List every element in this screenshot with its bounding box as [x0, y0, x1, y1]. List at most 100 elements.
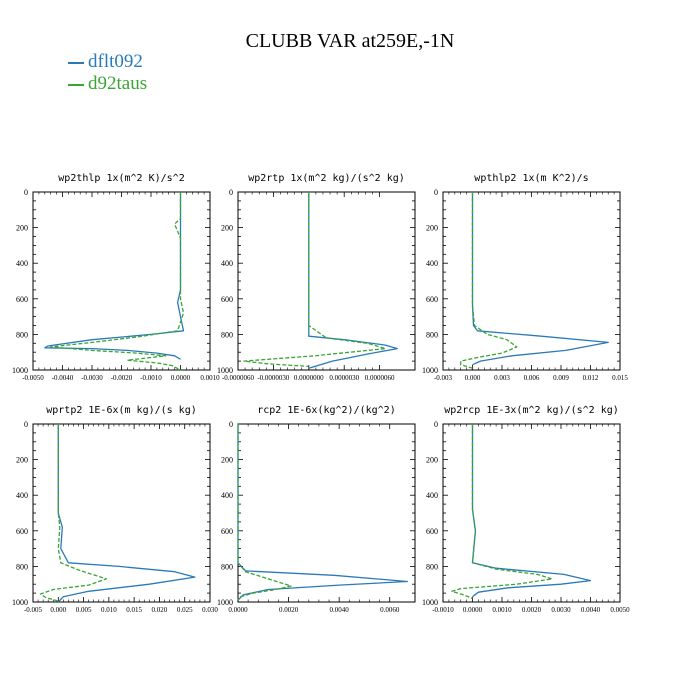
- chart-panel: wpthlp2 1x(m K^2)/s 0 200 400 600 800 1000-0.0…: [422, 173, 628, 382]
- x-tick-label: 0.0020: [279, 606, 299, 614]
- plot-frame: [442, 191, 621, 371]
- y-tick-label: 200: [426, 456, 438, 465]
- y-tick-label: 0: [24, 420, 28, 429]
- y-tick-label: 200: [16, 456, 28, 465]
- series-line-d92taus: [451, 424, 553, 600]
- chart-title: rcp2 1E-6x(kg^2)/(kg^2): [257, 405, 395, 416]
- x-tick-label: 0.0040: [581, 606, 601, 614]
- y-tick-label: 800: [221, 330, 233, 339]
- y-tick-label: 1000: [422, 598, 438, 607]
- series-line-dflt092: [237, 424, 409, 601]
- x-tick-label: -0.0000060: [222, 374, 255, 382]
- y-tick-label: 800: [16, 330, 28, 339]
- x-tick-label: 0.010: [101, 606, 117, 614]
- x-tick-label: -0.005: [24, 606, 43, 614]
- x-tick-label: -0.0000030: [257, 374, 290, 382]
- series-line-dflt092: [44, 192, 185, 360]
- x-tick-label: 0.006: [524, 374, 540, 382]
- x-tick-label: 0.0000030: [329, 374, 359, 382]
- y-tick-label: 400: [16, 491, 28, 500]
- y-tick-label: 600: [16, 527, 28, 536]
- y-tick-label: 400: [426, 491, 438, 500]
- series-line-dflt092: [471, 424, 592, 598]
- x-tick-label: 0.003: [494, 374, 510, 382]
- chart-title: wp2rtp 1x(m^2 kg)/(s^2 kg): [248, 173, 405, 184]
- x-tick-label: 0.005: [76, 606, 92, 614]
- x-tick-label: -0.0040: [52, 374, 74, 382]
- series-line-dflt092: [471, 192, 609, 366]
- series-line-d92taus: [243, 192, 387, 368]
- x-tick-label: 0.0010: [492, 606, 512, 614]
- y-tick-label: 600: [221, 527, 233, 536]
- x-tick-label: 0.0000060: [365, 374, 395, 382]
- chart-panel: wp2rtp 1x(m^2 kg)/(s^2 kg) 0 200 400 600 800 1…: [217, 173, 416, 382]
- x-tick-label: -0.0030: [81, 374, 103, 382]
- y-tick-label: 0: [229, 420, 233, 429]
- y-tick-label: 800: [426, 562, 438, 571]
- y-tick-label: 1000: [422, 366, 438, 375]
- chart-title: wprtp2 1E-6x(m kg)/(s kg): [46, 405, 197, 416]
- chart-panel: wprtp2 1E-6x(m kg)/(s kg) 0 200 400 600 800 10…: [12, 405, 218, 614]
- series-line-d92taus: [39, 424, 107, 602]
- chart-panel: rcp2 1E-6x(kg^2)/(kg^2) 0 200 400 600 800 1000…: [217, 405, 416, 614]
- x-tick-label: 0.020: [152, 606, 168, 614]
- y-tick-label: 200: [221, 224, 233, 233]
- y-tick-label: 400: [221, 491, 233, 500]
- y-tick-label: 600: [426, 295, 438, 304]
- series-line-d92taus: [50, 192, 185, 371]
- x-tick-label: 0.030: [202, 606, 218, 614]
- plot-frame: [237, 191, 416, 371]
- chart-panel: wp2thlp 1x(m^2 K)/s^202004006008001000-0…: [12, 173, 220, 382]
- y-tick-label: 800: [221, 562, 233, 571]
- legend-label: d92taus: [88, 73, 148, 94]
- x-tick-label: -0.0010: [432, 606, 454, 614]
- legend-label: dflt092: [88, 51, 143, 72]
- x-tick-label: 0.012: [583, 374, 599, 382]
- y-tick-label: 0: [229, 188, 233, 197]
- y-tick-label: 200: [426, 224, 438, 233]
- x-tick-label: 0.000: [50, 606, 66, 614]
- series-line-d92taus: [460, 192, 518, 369]
- x-tick-label: 0.0030: [551, 606, 571, 614]
- y-tick-label: 0: [24, 188, 28, 197]
- x-tick-label: 0.0000: [228, 606, 248, 614]
- page-title: CLUBB VAR at259E,-1N: [245, 30, 455, 52]
- x-tick-label: -0.003: [434, 374, 453, 382]
- chart-title: wpthlp2 1x(m K^2)/s: [474, 173, 588, 184]
- x-tick-label: -0.0050: [22, 374, 44, 382]
- y-tick-label: 1000: [217, 598, 233, 607]
- y-tick-label: 400: [16, 259, 28, 268]
- y-tick-label: 1000: [12, 598, 28, 607]
- y-tick-label: 600: [426, 527, 438, 536]
- y-tick-label: 200: [16, 224, 28, 233]
- y-tick-label: 1000: [12, 366, 28, 375]
- x-tick-label: 0.009: [553, 374, 569, 382]
- chart-panel: wp2rcp 1E-3x(m^2 kg)/(s^2 kg) 0 200 400 600 8…: [422, 405, 630, 614]
- legend-swatch: [68, 83, 84, 86]
- x-tick-label: 0.0020: [522, 606, 542, 614]
- y-tick-label: 400: [221, 259, 233, 268]
- y-tick-label: 400: [426, 259, 438, 268]
- x-tick-label: 0.015: [612, 374, 628, 382]
- x-tick-label: 0.0000000: [294, 374, 324, 382]
- legend-swatch: [68, 61, 84, 64]
- legend-item-d92taus: d92taus: [68, 73, 147, 95]
- x-tick-label: 0.0050: [610, 606, 630, 614]
- x-tick-label: 0.0060: [380, 606, 400, 614]
- chart-title: wp2thlp 1x(m^2 K)/s^2: [58, 173, 184, 184]
- plot-frame: [32, 191, 211, 371]
- x-tick-label: 0.0010: [200, 374, 220, 382]
- x-tick-label: 0.0000: [463, 606, 483, 614]
- y-tick-label: 1000: [217, 366, 233, 375]
- x-tick-label: 0.0000: [171, 374, 191, 382]
- y-tick-label: 0: [434, 188, 438, 197]
- y-tick-label: 200: [221, 456, 233, 465]
- plot-frame: [442, 423, 621, 603]
- y-tick-label: 600: [221, 295, 233, 304]
- y-tick-label: 600: [16, 295, 28, 304]
- x-tick-label: 0.0040: [330, 606, 350, 614]
- series-line-d92taus: [237, 424, 292, 601]
- x-tick-label: 0.015: [126, 606, 142, 614]
- y-tick-label: 800: [426, 330, 438, 339]
